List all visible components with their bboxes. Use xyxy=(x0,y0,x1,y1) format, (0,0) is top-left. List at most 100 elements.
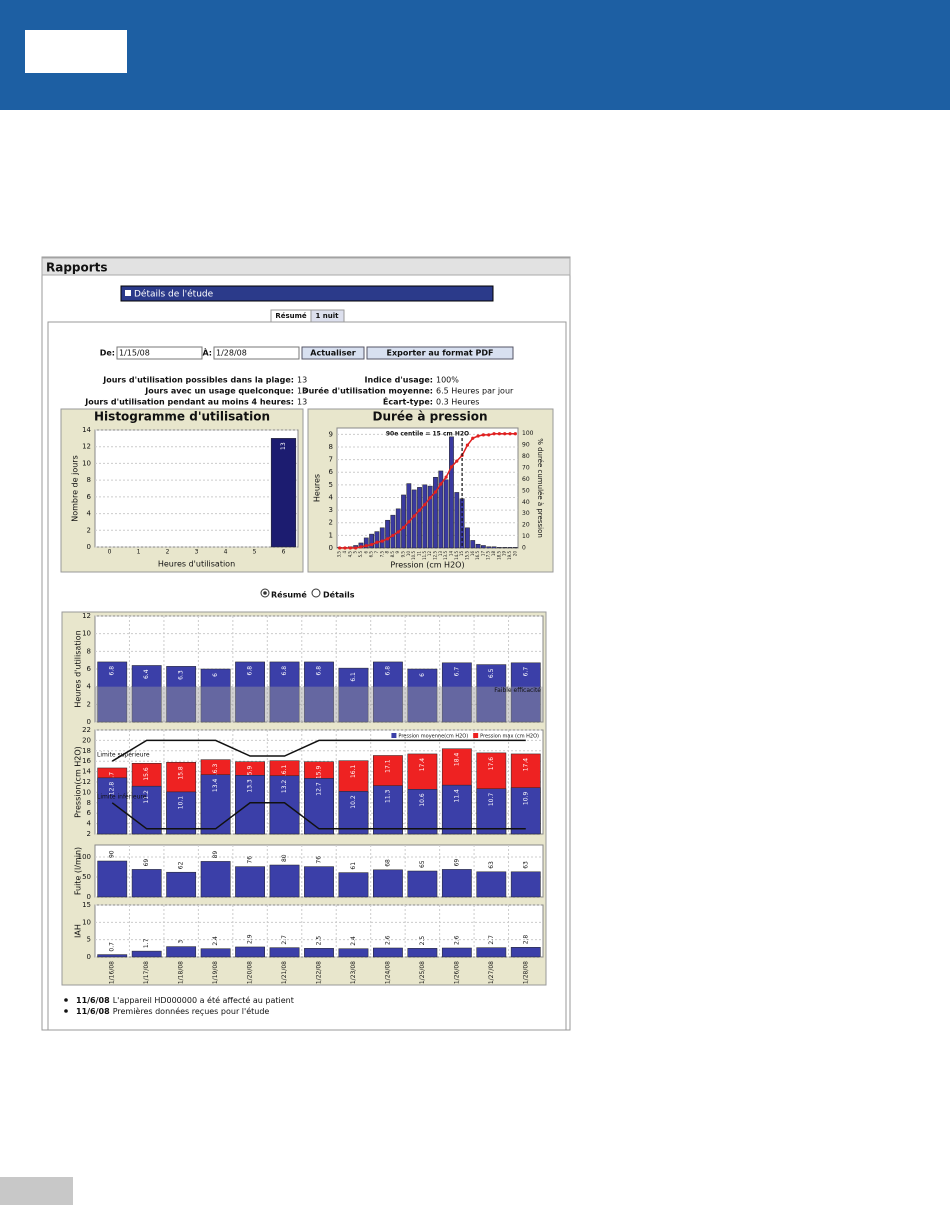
cumulative-point xyxy=(375,540,379,544)
data-label: 2.4 xyxy=(350,936,357,946)
x-tick-label: 9.5 xyxy=(401,551,406,558)
x-tick-label: 18 xyxy=(491,551,496,557)
cumulative-point xyxy=(380,539,384,543)
stat-label: Écart-type: xyxy=(383,396,433,407)
limit-label: Limite inférieure xyxy=(97,793,147,800)
bar xyxy=(338,948,369,958)
header-band xyxy=(0,0,950,110)
bar xyxy=(427,485,433,549)
data-label: 68 xyxy=(384,859,391,867)
bar xyxy=(512,547,518,549)
x-tick-label: 13 xyxy=(438,551,443,557)
data-label: 16.1 xyxy=(350,764,357,778)
data-label: 6.8 xyxy=(316,666,323,676)
bar xyxy=(395,508,401,549)
x-tick-label: 1/26/08 xyxy=(453,961,460,984)
data-label: 6.5 xyxy=(488,668,495,678)
data-label: 2.4 xyxy=(212,936,219,946)
to-input[interactable] xyxy=(213,346,300,360)
y2-tick-label: 30 xyxy=(522,510,530,517)
y-axis-label: IAH xyxy=(74,924,83,938)
y-tick-label: 9 xyxy=(329,430,333,438)
y-tick-label: 14 xyxy=(82,426,91,434)
limit-line xyxy=(111,739,526,762)
section-bar[interactable] xyxy=(120,285,494,302)
y2-tick-label: 60 xyxy=(522,476,530,483)
y-tick-label: 12 xyxy=(82,612,91,620)
data-label: 6 xyxy=(419,673,426,677)
y-tick-label: 10 xyxy=(82,459,91,467)
x-tick-label: 3 xyxy=(195,549,199,556)
data-label: 2.6 xyxy=(453,935,460,945)
radio-label: Résumé xyxy=(271,590,307,600)
x-tick-label: 1/21/08 xyxy=(281,961,288,984)
stat-value: 100% xyxy=(436,376,459,385)
from-input[interactable] xyxy=(116,346,203,360)
cumulative-point xyxy=(481,433,485,437)
bar xyxy=(407,789,438,835)
bar xyxy=(374,531,380,549)
y-tick-label: 5 xyxy=(87,936,91,944)
cumulative-point xyxy=(487,433,491,437)
plot-area xyxy=(94,429,299,548)
data-label: 2.8 xyxy=(522,935,529,945)
band xyxy=(95,686,543,722)
cumulative-point xyxy=(513,432,517,436)
x-tick-label: 6 xyxy=(363,551,368,554)
data-label: 63 xyxy=(488,861,495,869)
x-tick-label: 1/19/08 xyxy=(212,961,219,984)
plot-area xyxy=(336,427,519,549)
limit-label: Limite supérieure xyxy=(97,752,150,759)
chart-title: Histogramme d'utilisation xyxy=(94,410,270,424)
y-tick-label: 4 xyxy=(87,510,92,518)
y2-tick-label: 70 xyxy=(522,465,530,472)
bar xyxy=(476,788,507,835)
y2-tick-label: 40 xyxy=(522,499,530,506)
bar xyxy=(200,948,231,958)
radio[interactable] xyxy=(311,588,321,598)
x-tick-label: 5.5 xyxy=(358,551,363,558)
bar xyxy=(338,667,369,723)
x-tick-label: 17 xyxy=(480,551,485,557)
y-tick-label: 10 xyxy=(82,918,91,926)
button[interactable] xyxy=(366,346,514,360)
cumulative-point xyxy=(396,530,400,534)
stat-value: 13 xyxy=(297,387,307,396)
cumulative-point xyxy=(348,546,352,550)
data-label: 2.9 xyxy=(247,934,254,944)
bar xyxy=(491,546,497,549)
bar xyxy=(454,492,460,549)
legend-label: Pression max (cm H2O) xyxy=(480,734,539,740)
cumulative-point xyxy=(370,542,374,547)
data-label: 80 xyxy=(281,854,288,862)
bar xyxy=(235,946,265,958)
y2-tick-label: 0 xyxy=(522,545,526,552)
data-label: 13.2 xyxy=(281,780,288,794)
x-tick-label: 16 xyxy=(470,551,475,557)
event-text: L'appareil HD000000 a été affecté au pat… xyxy=(113,995,294,1005)
data-label: 15.8 xyxy=(178,766,185,780)
x-tick-label: 6.5 xyxy=(369,551,374,558)
bar xyxy=(200,774,231,835)
event-date: 11/6/08 xyxy=(76,1007,110,1016)
cumulative-point xyxy=(471,436,475,440)
y2-tick-label: 20 xyxy=(522,522,530,529)
y-tick-label: 12 xyxy=(82,778,91,786)
bar xyxy=(338,791,369,835)
y-axis-label: Nombre de jours xyxy=(71,455,80,522)
cumulative-point xyxy=(455,459,459,463)
bar xyxy=(411,489,417,549)
x-tick-label: 18.5 xyxy=(496,551,501,560)
bar xyxy=(235,866,265,898)
bar xyxy=(476,664,507,723)
y2-tick-label: 50 xyxy=(522,487,530,494)
y-tick-label: 0 xyxy=(87,718,91,726)
stat-label: Jours d'utilisation pendant au moins 4 h… xyxy=(84,398,294,407)
to-label: À: xyxy=(202,347,212,358)
data-label: 17.4 xyxy=(522,758,529,772)
data-label: 69 xyxy=(143,859,150,867)
button[interactable] xyxy=(301,346,365,360)
chart-title: Durée à pression xyxy=(373,410,488,424)
section-title: Détails de l'étude xyxy=(134,289,214,300)
bar xyxy=(496,547,502,549)
